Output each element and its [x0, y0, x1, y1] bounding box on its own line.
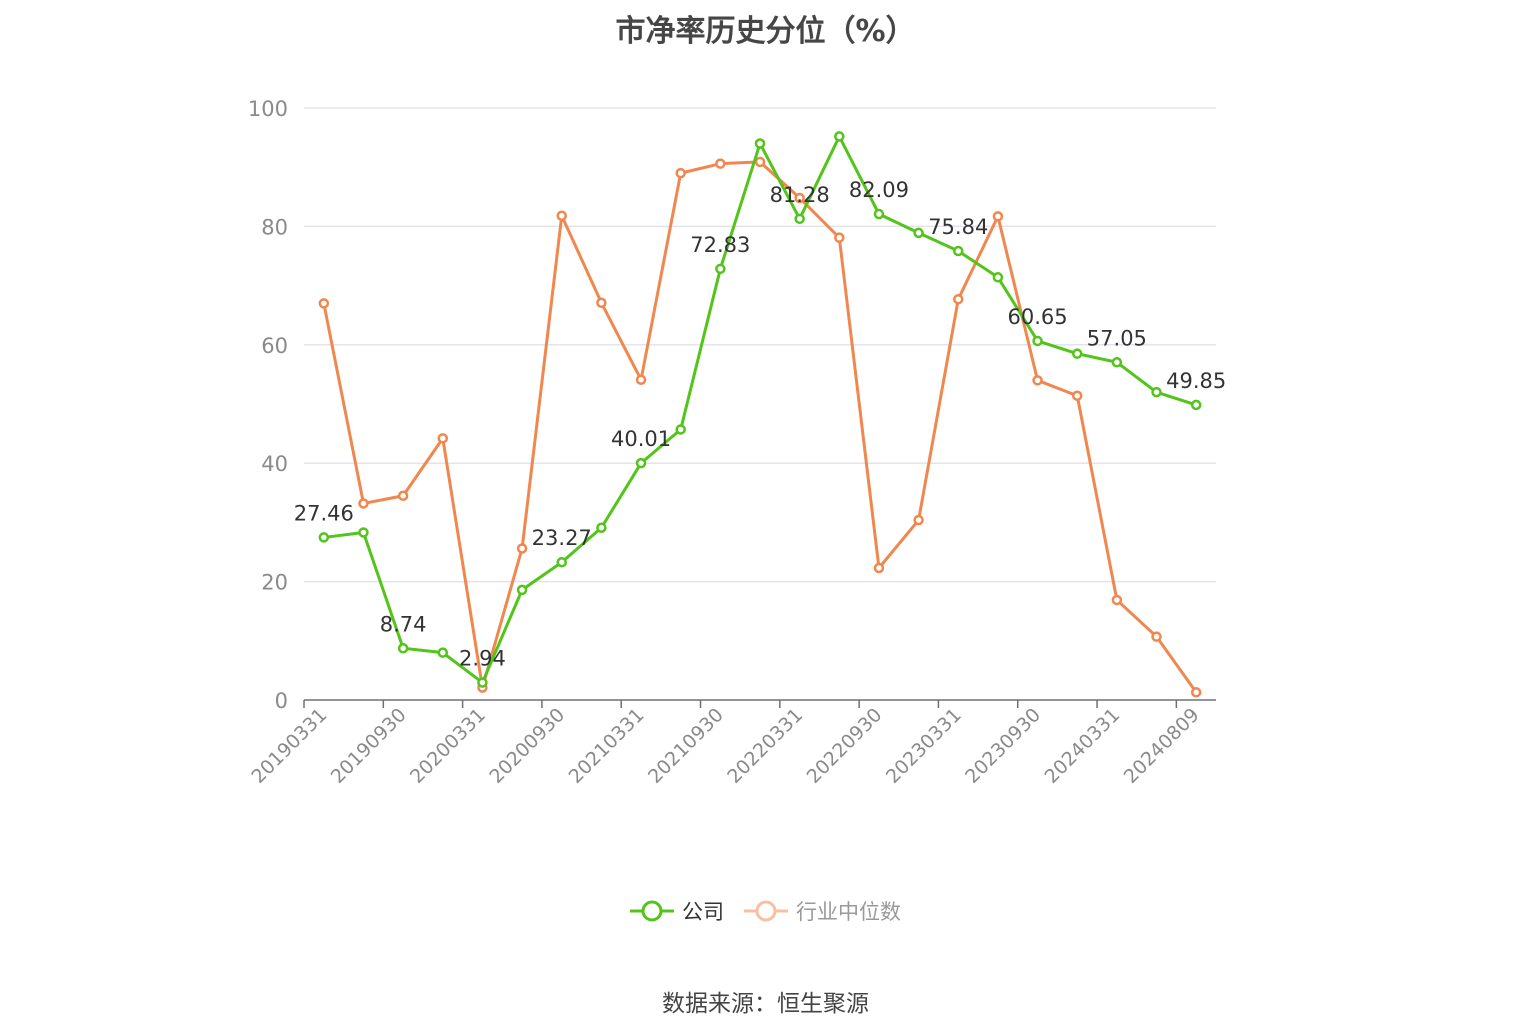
y-tick-label: 80	[261, 215, 288, 239]
data-point-company	[477, 677, 488, 688]
data-label: 27.46	[294, 501, 354, 525]
data-point-industry-median	[1190, 687, 1202, 698]
x-tick-label: 20240809	[1120, 704, 1204, 788]
x-tick-label: 20230331	[882, 704, 966, 788]
data-point-company	[1111, 357, 1123, 368]
data-label: 75.84	[928, 215, 988, 239]
data-point-company	[635, 457, 647, 469]
data-point-industry-median	[913, 514, 924, 526]
data-point-company	[754, 138, 766, 149]
data-label: 40.01	[611, 427, 671, 451]
data-label: 81.28	[770, 183, 830, 207]
legend-item-industry-median[interactable]: 行业中位数	[744, 896, 901, 926]
data-point-industry-median	[397, 490, 409, 502]
data-point-company	[992, 272, 1004, 283]
x-tick-label: 20210930	[644, 704, 728, 788]
data-label: 8.74	[380, 612, 427, 636]
chart-legend: 公司 行业中位数	[0, 896, 1531, 926]
data-point-industry-median	[1151, 631, 1162, 642]
data-point-industry-median	[516, 543, 528, 554]
data-point-company	[1190, 399, 1202, 411]
legend-label-company: 公司	[682, 900, 724, 924]
x-tick-label: 20220930	[803, 704, 887, 788]
data-point-industry-median	[1111, 594, 1123, 606]
data-point-industry-median	[715, 158, 726, 169]
data-point-company	[437, 647, 449, 658]
x-tick-label: 20190331	[247, 704, 331, 788]
x-tick-label: 20210331	[565, 704, 649, 788]
data-label: 72.83	[690, 233, 750, 257]
data-point-company	[794, 213, 805, 225]
data-label: 60.65	[1008, 305, 1068, 329]
data-point-industry-median	[1071, 390, 1083, 401]
x-tick-label: 20240331	[1040, 704, 1124, 788]
data-point-industry-median	[675, 167, 686, 179]
data-source-note: 数据来源：恒生聚源	[662, 991, 869, 1017]
data-label: 57.05	[1087, 326, 1147, 350]
data-point-company	[596, 522, 607, 533]
legend-line-icon	[744, 900, 788, 922]
data-point-industry-median	[754, 156, 766, 168]
data-point-company	[318, 532, 330, 543]
data-label: 82.09	[849, 178, 909, 202]
data-point-industry-median	[358, 498, 369, 509]
data-point-company	[715, 263, 726, 275]
data-point-company	[397, 643, 409, 654]
y-tick-label: 60	[261, 334, 288, 358]
y-tick-label: 40	[261, 452, 288, 476]
y-tick-label: 0	[275, 689, 288, 713]
data-point-company	[834, 131, 845, 142]
data-point-industry-median	[873, 562, 885, 574]
data-point-industry-median	[992, 211, 1004, 222]
x-tick-label: 20200930	[485, 704, 569, 788]
line-chart: 0 20 40 60 80 100 2019033120190930202003312020…	[247, 97, 1226, 788]
y-tick-label: 20	[261, 571, 288, 595]
data-point-company	[913, 227, 924, 239]
legend-line-icon	[630, 900, 674, 922]
data-point-industry-median	[635, 374, 647, 385]
legend-label-industry-median: 行业中位数	[796, 900, 901, 924]
data-point-industry-median	[1032, 375, 1043, 386]
legend-item-company[interactable]: 公司	[630, 896, 724, 926]
series-line-company	[323, 134, 1197, 685]
data-point-company	[516, 584, 528, 596]
data-point-industry-median	[596, 297, 607, 309]
data-point-industry-median	[437, 433, 449, 444]
x-tick-label: 20200331	[406, 704, 490, 788]
data-point-company	[1151, 386, 1162, 398]
data-point-company	[1032, 335, 1043, 347]
data-point-industry-median	[834, 232, 845, 243]
data-point-company	[953, 245, 964, 257]
data-label: 2.94	[459, 647, 506, 671]
x-tick-label: 20220331	[723, 704, 807, 788]
data-point-company	[1071, 348, 1083, 359]
data-point-company	[873, 208, 885, 220]
data-point-company	[556, 556, 567, 568]
data-point-industry-median	[794, 192, 805, 204]
data-point-company	[358, 527, 369, 538]
data-label: 23.27	[532, 526, 592, 550]
series-line-industry-median	[322, 160, 1198, 694]
data-point-industry-median	[556, 210, 567, 221]
x-tick-label: 20230930	[961, 704, 1045, 788]
data-label: 49.85	[1166, 369, 1226, 393]
data-point-industry-median	[953, 293, 964, 305]
chart-title: 市净率历史分位（%）	[615, 14, 916, 49]
y-tick-label: 100	[248, 97, 288, 121]
data-point-industry-median	[318, 298, 330, 309]
data-point-company	[675, 424, 686, 435]
x-tick-label: 20190930	[327, 704, 411, 788]
